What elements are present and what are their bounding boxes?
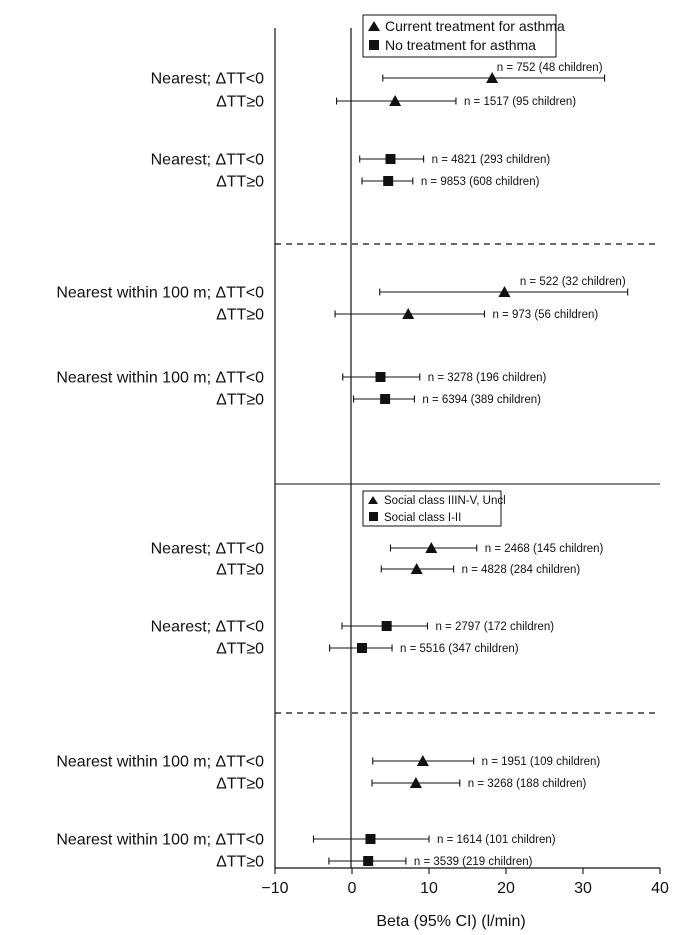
estimate-triangle-marker [409,777,422,788]
row-label: Nearest within 100 m; ΔTT<0 [56,754,264,771]
forest-row: Nearest; ΔTT<0 n = 4821 (293 children) [151,152,551,169]
triangle-marker-icon [368,21,380,31]
forest-rows: Nearest; ΔTT<0 n = 752 (48 children) ΔTT≥0… [56,62,629,871]
row-label: ΔTT≥0 [216,854,264,871]
x-tick-label: 10 [420,880,438,897]
forest-row: Nearest; ΔTT<0 n = 752 (48 children) [151,62,606,88]
legend-entry-label: Social class I-II [384,512,461,524]
sample-size-label: n = 3268 (188 children) [468,778,587,790]
sample-size-label: n = 5516 (347 children) [400,643,519,655]
sample-size-label: n = 1517 (95 children) [464,96,576,108]
sample-size-label: n = 973 (56 children) [492,309,598,321]
x-tick-label: 30 [574,880,592,897]
row-label: ΔTT≥0 [216,94,264,111]
forest-row: ΔTT≥0 n = 3539 (219 children) [216,854,533,871]
estimate-square-marker [357,643,368,653]
estimate-square-marker [385,154,396,164]
forest-row: ΔTT≥0 n = 4828 (284 children) [216,562,580,579]
row-label: Nearest; ΔTT<0 [151,619,264,636]
x-tick-label: −10 [261,880,288,897]
row-label: Nearest; ΔTT<0 [151,71,264,88]
row-label: ΔTT≥0 [216,776,264,793]
row-label: Nearest; ΔTT<0 [151,152,264,169]
row-label: Nearest within 100 m; ΔTT<0 [56,285,264,302]
forest-row: ΔTT≥0 n = 9853 (608 children) [216,174,540,191]
forest-row: Nearest within 100 m; ΔTT<0 n = 1951 (109… [56,754,600,771]
sample-size-label: n = 522 (32 children) [520,276,626,288]
estimate-triangle-marker [389,95,402,106]
row-label: ΔTT≥0 [216,562,264,579]
sample-size-label: n = 9853 (608 children) [421,176,540,188]
forest-row: Nearest within 100 m; ΔTT<0 n = 3278 (196… [56,370,546,387]
x-tick-label: 0 [348,880,357,897]
bottom-legend-box [362,490,502,527]
estimate-square-marker [365,834,376,844]
sample-size-label: n = 3278 (196 children) [428,372,547,384]
x-tick-label: 20 [497,880,515,897]
estimate-triangle-marker [498,286,511,297]
row-label: ΔTT≥0 [216,174,264,191]
sample-size-label: n = 2797 (172 children) [435,621,554,633]
top-legend: Current treatment for asthma No treatmen… [362,14,565,58]
sample-size-label: n = 2468 (145 children) [485,543,604,555]
estimate-triangle-marker [410,563,423,574]
estimate-triangle-marker [402,308,415,319]
legend-entry-label: Current treatment for asthma [385,18,565,34]
estimate-square-marker [363,856,374,866]
sample-size-label: n = 6394 (389 children) [422,394,541,406]
row-label: Nearest within 100 m; ΔTT<0 [56,832,264,849]
x-axis-title: Beta (95% CI) (l/min) [376,913,525,930]
estimate-square-marker [380,394,391,404]
top-legend-box [362,14,557,58]
legend-entry-label: Social class IIIN-V, Uncl [384,495,506,507]
x-axis-ticks: −10 0 10 20 30 40 [261,868,669,897]
forest-row: Nearest within 100 m; ΔTT<0 n = 1614 (101… [56,832,555,849]
bottom-legend: Social class IIIN-V, Uncl Social class I… [362,490,506,527]
square-marker-icon [369,512,378,521]
estimate-triangle-marker [425,542,438,553]
sample-size-label: n = 1614 (101 children) [437,834,556,846]
sample-size-label: n = 4828 (284 children) [462,564,581,576]
forest-row: Nearest; ΔTT<0 n = 2797 (172 children) [151,619,555,636]
forest-row: ΔTT≥0 n = 6394 (389 children) [216,392,541,409]
sample-size-label: n = 4821 (293 children) [432,154,551,166]
sample-size-label: n = 752 (48 children) [497,62,603,74]
triangle-marker-icon [368,496,378,504]
forest-row: ΔTT≥0 n = 3268 (188 children) [216,776,586,793]
forest-row: Nearest within 100 m; ΔTT<0 n = 522 (32 c… [56,276,629,302]
x-tick-label: 40 [651,880,669,897]
row-label: Nearest within 100 m; ΔTT<0 [56,370,264,387]
estimate-square-marker [381,621,392,631]
row-label: ΔTT≥0 [216,307,264,324]
estimate-triangle-marker [486,72,499,83]
forest-row: Nearest; ΔTT<0 n = 2468 (145 children) [151,541,604,558]
legend-entry-label: No treatment for asthma [385,37,536,53]
row-label: Nearest; ΔTT<0 [151,541,264,558]
forest-row: ΔTT≥0 n = 1517 (95 children) [216,94,576,111]
square-marker-icon [369,40,379,50]
row-label: ΔTT≥0 [216,392,264,409]
estimate-triangle-marker [416,755,429,766]
forest-row: ΔTT≥0 n = 973 (56 children) [216,307,598,324]
estimate-square-marker [375,372,386,382]
sample-size-label: n = 1951 (109 children) [482,756,601,768]
row-label: ΔTT≥0 [216,641,264,658]
estimate-square-marker [383,176,394,186]
forest-row: ΔTT≥0 n = 5516 (347 children) [216,641,519,658]
sample-size-label: n = 3539 (219 children) [414,856,533,868]
